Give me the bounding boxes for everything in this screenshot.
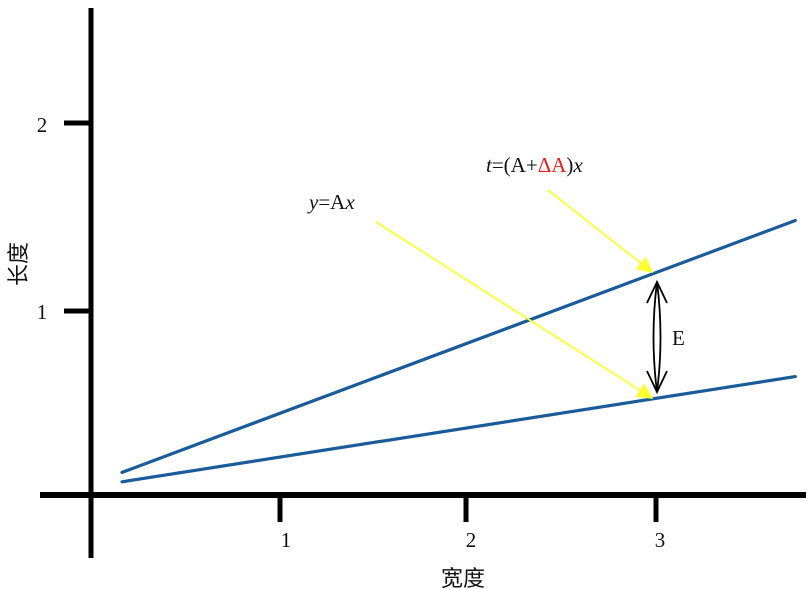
x-tick-label: 2 [466,528,477,552]
upper-label-x: x [572,153,583,177]
upper-line-label: t=(A+ΔA)x [486,153,583,177]
upper-label-var: t [486,153,493,177]
y-tick-label: 1 [37,300,48,324]
ticks [64,120,659,522]
y-axis-title: 长度 [6,242,31,286]
gap-arrow-shaft-right [656,281,662,393]
gap-arrow-shaft-left [652,281,658,393]
series-layer [120,218,797,484]
series-line-2 [120,375,797,484]
upper-label-part-a: =(A+ [492,153,538,177]
upper-line-pointer-arrow [547,189,654,274]
lower-line-label: y=Ax [307,190,355,214]
axes [40,8,806,558]
lower-line-pointer-arrow [375,221,654,399]
upper-label-delta: ΔA [538,153,568,177]
x-tick-label: 3 [655,528,666,552]
y-tick-label: 2 [37,113,48,137]
x-tick-label: 1 [281,528,292,552]
upper-label-part-b: ) [566,153,573,177]
gap-arrow [646,279,668,395]
series-line-1 [120,218,797,474]
lower-label-part-a: =A [318,190,346,214]
lower-label-x: x [344,190,355,214]
gap-label: E [672,326,685,350]
gap-arrow-lower-head [646,370,668,395]
x-axis-title: 宽度 [441,566,485,589]
lower-label-var: y [307,190,319,214]
